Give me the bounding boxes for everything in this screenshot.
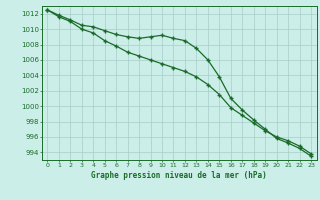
X-axis label: Graphe pression niveau de la mer (hPa): Graphe pression niveau de la mer (hPa) (91, 171, 267, 180)
